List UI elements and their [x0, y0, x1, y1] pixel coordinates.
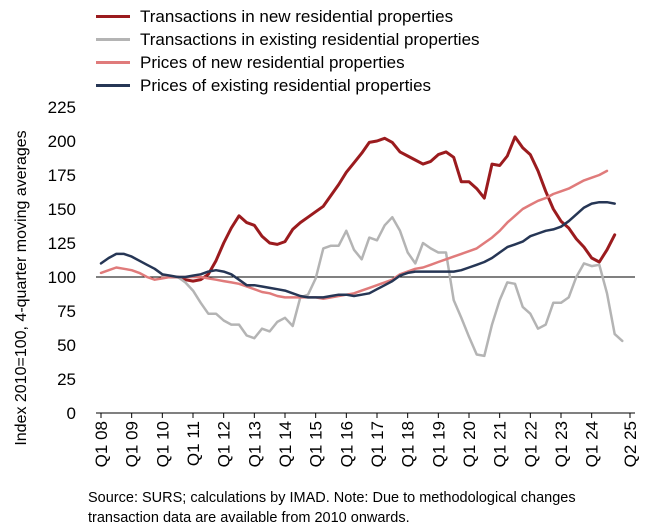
legend-item: Prices of existing residential propertie… [96, 74, 480, 97]
x-tick-label: Q1 14 [276, 421, 295, 467]
legend-item: Transactions in new residential properti… [96, 5, 480, 28]
x-axis: Q1 08 Q1 09 Q1 10 Q1 11 Q1 12 Q1 13 Q1 14 Q1 15… [92, 276, 640, 467]
x-tick-label: Q1 20 [460, 421, 479, 467]
legend-item: Prices of new residential properties [96, 51, 480, 74]
y-axis: 0 25 50 75 100 125 150 175 200 225 [48, 98, 76, 423]
x-tick-label: Q1 23 [552, 421, 571, 467]
y-tick-label: 175 [48, 166, 76, 185]
legend-label-transactions-existing: Transactions in existing residential pro… [140, 29, 480, 49]
x-tick-label: Q2 25 [621, 421, 640, 467]
series-line-1 [161, 215, 624, 358]
series-line-0 [160, 135, 617, 283]
x-tick-label: Q1 08 [92, 421, 111, 467]
x-tick-label: Q1 15 [307, 421, 326, 467]
legend-swatch-prices-existing [96, 84, 130, 87]
x-tick-label: Q1 13 [245, 421, 264, 467]
x-tick-label: Q1 12 [215, 421, 234, 467]
y-axis-label: Index 2010=100, 4-quarter moving average… [13, 130, 30, 446]
y-tick-label: 0 [67, 404, 76, 423]
x-tick-label: Q1 21 [491, 421, 510, 467]
y-tick-label: 225 [48, 98, 76, 117]
legend-swatch-prices-new [96, 61, 130, 64]
x-tick-label: Q1 19 [429, 421, 448, 467]
y-tick-label: 100 [48, 268, 76, 287]
y-tick-label: 75 [57, 302, 76, 321]
legend-label-transactions-new: Transactions in new residential properti… [140, 6, 454, 26]
legend: Transactions in new residential properti… [96, 5, 480, 97]
x-tick-label: Q1 18 [399, 421, 418, 467]
legend-label-prices-new: Prices of new residential properties [140, 52, 405, 72]
x-tick-label: Q1 16 [337, 421, 356, 467]
legend-swatch-transactions-existing [96, 38, 130, 41]
x-tick-label: Q1 09 [123, 421, 142, 467]
x-tick-label: Q1 10 [153, 421, 172, 467]
y-tick-label: 50 [57, 336, 76, 355]
legend-label-prices-existing: Prices of existing residential propertie… [140, 75, 432, 95]
y-tick-label: 125 [48, 234, 76, 253]
x-tick-label: Q1 17 [368, 421, 387, 467]
source-note: Source: SURS; calculations by IMAD. Note… [88, 490, 576, 526]
y-tick-label: 200 [48, 132, 76, 151]
y-tick-label: 150 [48, 200, 76, 219]
legend-swatch-transactions-new [96, 15, 130, 18]
x-tick-label: Q1 24 [583, 421, 602, 467]
series-line-3 [99, 200, 616, 299]
legend-item: Transactions in existing residential pro… [96, 28, 480, 51]
x-tick-label: Q1 11 [184, 421, 203, 466]
series-lines [99, 135, 624, 358]
x-tick-label: Q1 22 [521, 421, 540, 467]
y-tick-label: 25 [57, 370, 76, 389]
